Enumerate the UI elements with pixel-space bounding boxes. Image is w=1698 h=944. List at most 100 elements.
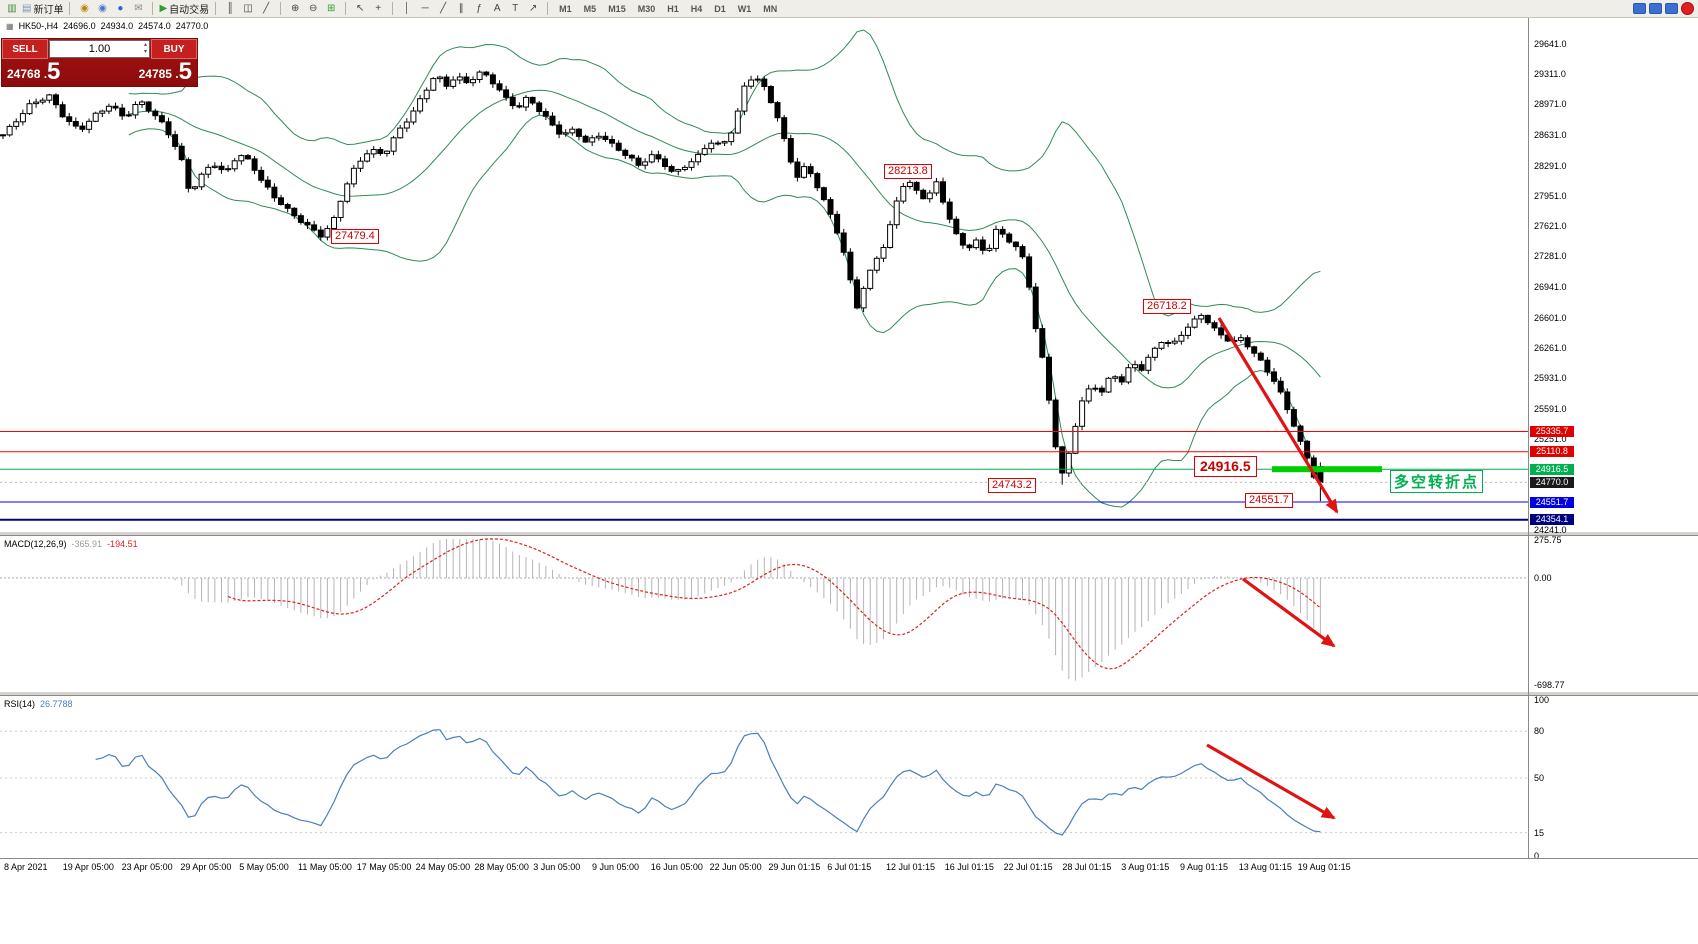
charts-dropdown-icon[interactable]: ▥ [4, 1, 20, 16]
zoom-out-icon[interactable]: ⊖ [305, 1, 321, 16]
bar-chart-type-icon[interactable]: ║ [222, 1, 238, 16]
bull-candle [523, 96, 529, 108]
volume-down-icon[interactable]: ▾ [143, 49, 147, 55]
timeframe-M30-button[interactable]: M30 [637, 3, 656, 14]
x-axis-label: 5 May 05:00 [239, 862, 289, 872]
bull-candle [231, 160, 238, 170]
window-close-button[interactable] [1665, 3, 1678, 14]
timeframe-H1-button[interactable]: H1 [667, 3, 679, 14]
arrows-tool-icon-glyph: ↗ [528, 3, 538, 14]
macd-panel-canvas[interactable] [0, 536, 1698, 691]
bear-candle [59, 104, 66, 118]
bear-candle [767, 86, 774, 104]
horizontal-line-tool-icon[interactable]: ─ [417, 1, 433, 16]
candlestick-chart-type-icon-glyph: ◫ [243, 3, 253, 14]
timeframe-H4-button[interactable]: H4 [690, 3, 703, 14]
x-axis-label: 24 May 05:00 [415, 862, 471, 872]
timeframe-M1-button[interactable]: M1 [559, 3, 572, 14]
toolbar-separator [69, 2, 71, 15]
price-chart-canvas[interactable] [0, 18, 1698, 531]
bull-candle [423, 89, 430, 100]
price-axis[interactable]: 29641.0 29311.0 28971.0 28631.0 28291.0 27951… [1528, 18, 1697, 861]
autotrading-button[interactable]: ▶ 自动交易 [159, 1, 209, 16]
bear-candle [774, 102, 781, 119]
label-tool-icon[interactable]: T [507, 1, 523, 16]
bear-candle [542, 111, 549, 117]
bull-candle [973, 239, 980, 249]
time-axis[interactable]: 8 Apr 2021 19 Apr 05:00 23 Apr 05:00 29 Apr… [0, 858, 1698, 876]
window-minimize-button[interactable] [1633, 3, 1646, 14]
bull-candle [1237, 337, 1244, 341]
panel-separator[interactable] [0, 691, 1698, 696]
rsi-name: RSI(14) [4, 699, 36, 709]
bear-candle [1297, 425, 1304, 442]
community-icon[interactable]: ● [112, 1, 128, 16]
timeframe-D1-button[interactable]: D1 [714, 3, 726, 14]
fibonacci-tool-icon[interactable]: ƒ [471, 1, 487, 16]
mail-icon[interactable]: ✉ [130, 1, 146, 16]
timeframe-M5-button[interactable]: M5 [583, 3, 597, 14]
price-annotation: 28213.8 [884, 164, 932, 179]
arrows-tool-icon[interactable]: ↗ [525, 1, 541, 16]
volume-spin-buttons[interactable]: ▴ ▾ [144, 42, 147, 56]
volume-up-icon[interactable]: ▴ [143, 42, 147, 48]
metaeditor-icon-glyph: ◉ [80, 3, 89, 14]
bear-candle [1019, 246, 1026, 258]
bull-candle [1178, 334, 1185, 342]
red-trend-arrow[interactable] [1217, 317, 1339, 514]
vertical-line-tool-icon[interactable]: │ [399, 1, 415, 16]
bear-candle [913, 181, 920, 191]
bear-candle [112, 105, 119, 109]
text-tool-icon[interactable]: A [489, 1, 505, 16]
bear-candle [271, 186, 278, 199]
bear-candle [79, 125, 86, 130]
bear-candle [814, 173, 821, 189]
label-tool-icon-glyph: T [512, 3, 519, 14]
buy-button[interactable]: BUY [151, 39, 197, 59]
mail-icon-glyph: ✉ [134, 3, 143, 14]
timeframe-M15-button[interactable]: M15 [608, 3, 626, 14]
line-chart-type-icon[interactable]: ╱ [258, 1, 274, 16]
candlestick-chart-type-icon[interactable]: ◫ [240, 1, 256, 16]
new-order-button[interactable]: ▤ 新订单 [22, 1, 63, 16]
bear-candle [966, 244, 973, 249]
bear-candle [1211, 322, 1218, 329]
red-trend-arrow[interactable] [1242, 577, 1336, 648]
timeframe-W1-button[interactable]: W1 [737, 3, 752, 14]
toolbar-separator [152, 2, 154, 15]
support-icon[interactable]: ◉ [94, 1, 110, 16]
bear-candle [549, 115, 556, 126]
crosshair-icon[interactable]: + [370, 1, 386, 16]
cursor-icon[interactable]: ↖ [352, 1, 368, 16]
bull-candle [1079, 400, 1086, 427]
macd-indicator-label: MACD(12,26,9) -365.91 -194.51 [4, 539, 138, 549]
window-restore-button[interactable] [1649, 3, 1662, 14]
bull-candle [410, 110, 417, 123]
zoom-in-icon[interactable]: ⊕ [287, 1, 303, 16]
bear-candle [1304, 440, 1311, 459]
bear-candle [1244, 337, 1251, 348]
bear-candle [920, 189, 927, 200]
volume-stepper[interactable]: 1.00 ▴ ▾ [49, 40, 150, 58]
bear-candle [1257, 352, 1264, 361]
bear-candle [615, 142, 622, 151]
buy-price-small: 24785 . [138, 67, 179, 81]
x-axis-label: 13 Aug 01:15 [1238, 862, 1292, 872]
line-chart-type-icon-glyph: ╱ [263, 3, 270, 14]
trendline-tool-icon[interactable]: ╱ [435, 1, 451, 16]
sell-button[interactable]: SELL [2, 39, 48, 59]
red-trend-arrow[interactable] [1206, 743, 1336, 820]
window-controls [1633, 2, 1694, 15]
chart-mini-icon: ▦ [6, 21, 14, 31]
channel-tool-icon[interactable]: ∥ [453, 1, 469, 16]
turning-point-highlight[interactable] [1272, 466, 1382, 473]
rsi-panel-canvas[interactable] [0, 696, 1698, 858]
tile-windows-icon[interactable]: ⊞ [323, 1, 339, 16]
timeframe-MN-button[interactable]: MN [763, 3, 778, 14]
price-tag: 24354.1 [1530, 514, 1574, 526]
x-axis-label: 3 Aug 01:15 [1121, 862, 1170, 872]
metaeditor-icon[interactable]: ◉ [76, 1, 92, 16]
panel-separator[interactable] [0, 531, 1698, 536]
trendline-tool-icon-glyph: ╱ [440, 3, 447, 14]
